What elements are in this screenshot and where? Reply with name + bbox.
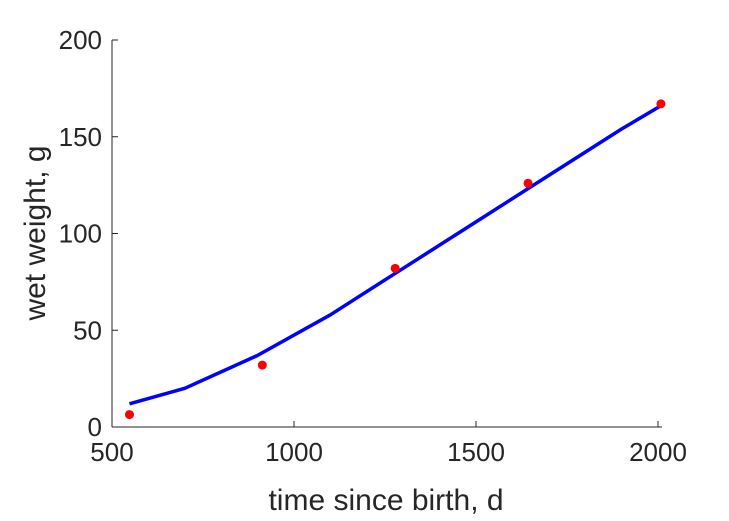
x-tick-label: 500 (90, 437, 133, 467)
plot-area (124, 99, 666, 420)
y-axis-label: wet weight, g (19, 145, 52, 321)
y-tick-label: 50 (73, 315, 102, 345)
x-axis-label: time since birth, d (268, 484, 503, 517)
data-point (656, 99, 666, 109)
x-tick-label: 1500 (447, 437, 505, 467)
y-tick-label: 100 (59, 219, 102, 249)
y-tick-label: 200 (59, 25, 102, 55)
model-curve (129, 104, 662, 406)
axes (111, 40, 662, 428)
data-point (257, 360, 267, 370)
x-ticks: 500 1000 1500 2000 (90, 421, 687, 467)
x-tick-label: 1000 (265, 437, 323, 467)
data-point (390, 263, 400, 273)
data-point (124, 410, 134, 420)
x-tick-label: 2000 (629, 437, 687, 467)
data-point (523, 178, 533, 188)
y-tick-label: 150 (59, 122, 102, 152)
y-tick-label: 0 (88, 412, 102, 442)
y-ticks: 0 50 100 150 200 (59, 25, 118, 442)
